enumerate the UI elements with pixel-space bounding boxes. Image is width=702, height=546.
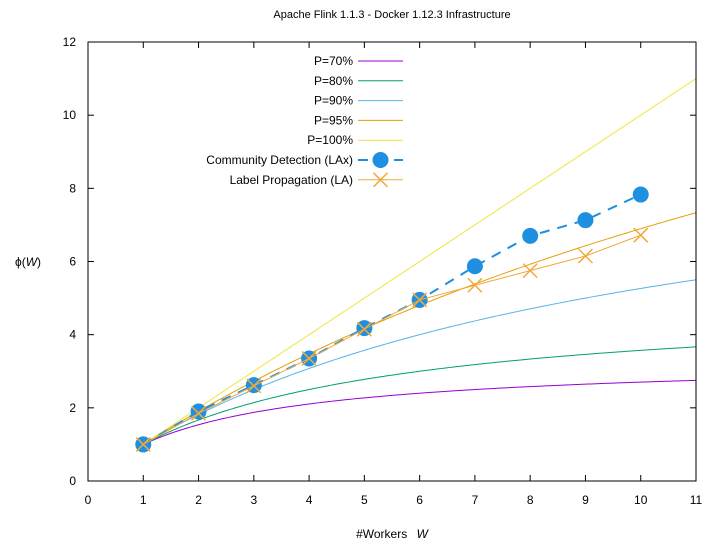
legend-label-p-100: P=100% — [307, 133, 353, 147]
x-axis-label-var: W — [417, 527, 430, 541]
data-point-label-propagation-la — [135, 436, 151, 452]
series-line-p-100 — [142, 78, 697, 445]
series-line-p-70 — [143, 379, 697, 445]
series-line-p-80 — [143, 346, 697, 445]
series-line-p-95 — [143, 212, 697, 445]
data-point-label-propagation-la — [577, 248, 593, 264]
legend-label-community-detection-lax: Community Detection (LAx) — [206, 153, 353, 167]
data-point-community-detection-lax — [190, 403, 207, 420]
data-point-label-propagation-la — [522, 263, 538, 279]
x-axis-label-text: #Workers — [356, 527, 407, 541]
y-tick-label: 0 — [69, 474, 76, 488]
legend-label-label-propagation-la: Label Propagation (LA) — [230, 173, 353, 187]
x-tick-label: 1 — [140, 493, 147, 507]
legend-label-p-95: P=95% — [314, 113, 353, 127]
x-axis-label: #Workers W — [356, 527, 429, 541]
y-tick-label: 12 — [63, 35, 77, 49]
y-tick-label: 4 — [69, 328, 76, 342]
legend: P=70% P=80% P=90% P=95% P=100% Community Dete… — [206, 54, 403, 188]
x-tick-label: 7 — [472, 493, 479, 507]
data-point-label-propagation-la — [633, 227, 649, 243]
x-tick-label: 2 — [195, 493, 202, 507]
legend-marker-community-detection-lax — [372, 152, 389, 168]
y-axis: 0 2 4 6 8 10 12 — [63, 35, 696, 488]
data-point-label-propagation-la — [412, 292, 428, 308]
x-tick-label: 0 — [85, 493, 92, 507]
data-point-label-propagation-la — [301, 350, 317, 366]
legend-marker-label-propagation-la — [372, 172, 389, 188]
x-tick-label: 4 — [306, 493, 313, 507]
x-tick-label: 6 — [416, 493, 423, 507]
x-tick-label: 11 — [690, 493, 702, 507]
y-tick-label: 6 — [69, 255, 76, 269]
data-point-label-propagation-la — [356, 321, 372, 337]
y-tick-label: 8 — [69, 181, 76, 195]
y-axis-label-var: W — [26, 255, 39, 269]
legend-label-p-80: P=80% — [314, 74, 353, 88]
chart-title: Apache Flink 1.1.3 - Docker 1.12.3 Infra… — [273, 9, 510, 21]
y-axis-label-suffix: ) — [37, 255, 41, 269]
x-tick-label: 5 — [361, 493, 368, 507]
legend-label-p-90: P=90% — [314, 94, 353, 108]
data-point-community-detection-lax — [577, 212, 594, 229]
series-line-community-detection-lax — [142, 193, 642, 446]
y-tick-label: 10 — [63, 108, 77, 122]
y-tick-label: 2 — [69, 401, 76, 415]
data-point-community-detection-lax — [466, 258, 483, 275]
x-tick-label: 3 — [250, 493, 257, 507]
y-axis-label-text: ϕ( — [15, 255, 26, 269]
legend-label-p-70: P=70% — [314, 54, 353, 68]
data-point-label-propagation-la — [467, 277, 483, 293]
x-tick-label: 8 — [527, 493, 534, 507]
y-axis-label: ϕ(W) — [15, 255, 41, 269]
data-point-label-propagation-la — [246, 378, 262, 394]
series-line-label-propagation-la — [143, 234, 641, 445]
plot-frame — [87, 41, 697, 482]
data-point-label-propagation-la — [191, 405, 207, 421]
x-axis: 0 1 2 3 4 5 6 7 8 9 10 11 — [85, 42, 702, 507]
x-tick-label: 9 — [582, 493, 589, 507]
data-point-community-detection-lax — [632, 186, 649, 203]
series-layer — [135, 78, 697, 453]
x-tick-label: 10 — [634, 493, 648, 507]
data-point-community-detection-lax — [522, 227, 539, 244]
data-point-community-detection-lax — [356, 320, 373, 337]
series-line-p-90 — [143, 279, 697, 445]
